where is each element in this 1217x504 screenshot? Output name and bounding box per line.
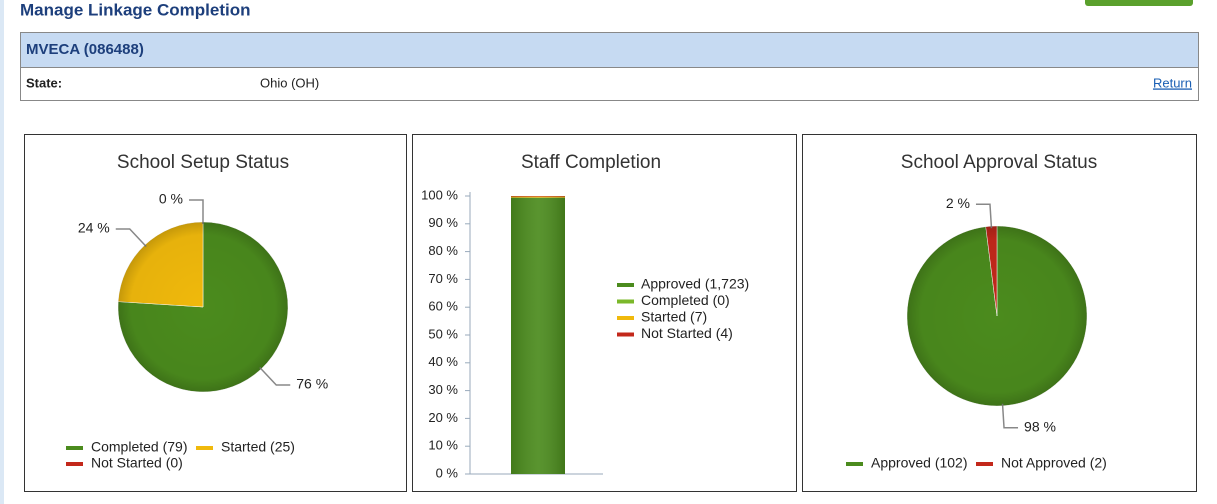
legend-swatch (66, 462, 83, 466)
pie-shade (118, 222, 288, 392)
y-tick-label: 50 % (428, 326, 458, 341)
legend-label: Approved (1,723) (641, 276, 749, 292)
legend-swatch (66, 446, 83, 450)
page-title: Manage Linkage Completion (20, 0, 250, 19)
y-tick-label: 10 % (428, 438, 458, 453)
legend-label: Completed (0) (641, 292, 730, 308)
data-label: 0 % (159, 191, 183, 207)
y-tick-label: 40 % (428, 354, 458, 369)
legend-label: Completed (79) (91, 439, 188, 455)
legend-label: Started (7) (641, 309, 707, 325)
leader-line (1001, 403, 1019, 429)
y-tick-label: 20 % (428, 410, 458, 425)
y-tick-label: 70 % (428, 271, 458, 286)
leader-line (975, 203, 993, 229)
legend-swatch (976, 462, 993, 466)
left-strip (0, 0, 4, 504)
legend-swatch (196, 446, 213, 450)
leader-line (115, 228, 147, 248)
legend-swatch (617, 316, 634, 320)
state-value: Ohio (OH) (260, 75, 319, 90)
data-label: 98 % (1024, 418, 1056, 434)
data-label: 2 % (946, 195, 970, 211)
y-tick-label: 0 % (436, 465, 459, 480)
legend-label: Not Started (0) (91, 455, 183, 471)
data-label: 76 % (296, 376, 328, 392)
y-tick-label: 30 % (428, 382, 458, 397)
org-header (21, 33, 1198, 67)
y-tick-label: 80 % (428, 243, 458, 258)
legend-swatch (617, 283, 634, 287)
panel (412, 134, 797, 492)
return-link[interactable]: Return (1153, 75, 1192, 90)
legend-swatch (617, 299, 634, 304)
leader-line (259, 366, 291, 386)
action-button[interactable] (1085, 0, 1193, 6)
chart-title: School Setup Status (117, 152, 289, 173)
legend-label: Started (25) (221, 439, 295, 455)
leader-line (189, 199, 204, 224)
chart-title: Staff Completion (521, 152, 661, 173)
y-tick-label: 90 % (428, 215, 458, 230)
pie-shade (907, 226, 1087, 406)
legend-label: Approved (102) (871, 455, 968, 471)
legend-swatch (846, 462, 863, 466)
legend-label: Not Approved (2) (1001, 455, 1107, 471)
org-name: MVECA (086488) (26, 41, 144, 58)
chart-title: School Approval Status (901, 152, 1097, 173)
legend-label: Not Started (4) (641, 325, 733, 341)
legend-swatch (617, 332, 634, 337)
y-tick-label: 100 % (421, 187, 458, 202)
bar-shade (511, 196, 565, 474)
data-label: 24 % (78, 220, 110, 236)
y-tick-label: 60 % (428, 299, 458, 314)
state-label: State: (26, 75, 62, 90)
